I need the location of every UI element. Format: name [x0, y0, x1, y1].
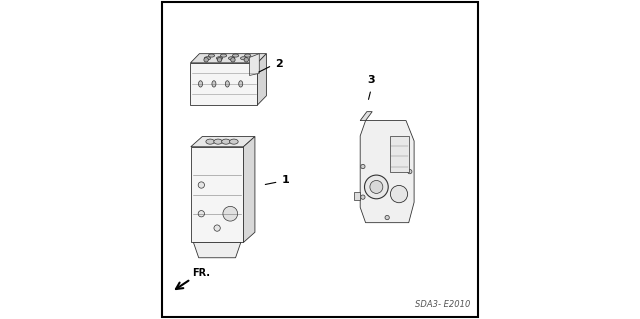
- Polygon shape: [360, 112, 372, 121]
- Circle shape: [244, 57, 248, 62]
- Polygon shape: [250, 54, 259, 76]
- FancyBboxPatch shape: [191, 63, 257, 105]
- Polygon shape: [257, 54, 266, 105]
- Ellipse shape: [232, 54, 239, 57]
- Polygon shape: [193, 242, 241, 258]
- Text: 2: 2: [275, 59, 282, 70]
- Ellipse shape: [221, 139, 230, 144]
- Ellipse shape: [204, 57, 211, 60]
- Text: 3: 3: [367, 75, 375, 85]
- Ellipse shape: [230, 139, 238, 144]
- Polygon shape: [191, 54, 266, 63]
- Ellipse shape: [225, 81, 229, 87]
- Text: FR.: FR.: [192, 268, 210, 278]
- Ellipse shape: [206, 139, 214, 144]
- Circle shape: [198, 211, 205, 217]
- FancyBboxPatch shape: [390, 136, 409, 172]
- Circle shape: [204, 57, 209, 62]
- Ellipse shape: [212, 81, 216, 87]
- Ellipse shape: [216, 57, 223, 60]
- Ellipse shape: [239, 81, 243, 87]
- Circle shape: [390, 185, 408, 203]
- Ellipse shape: [214, 139, 222, 144]
- Circle shape: [198, 182, 205, 188]
- Circle shape: [408, 169, 412, 174]
- Ellipse shape: [198, 81, 202, 87]
- Ellipse shape: [228, 57, 235, 60]
- FancyBboxPatch shape: [353, 192, 360, 200]
- Circle shape: [361, 195, 365, 199]
- Circle shape: [385, 215, 389, 220]
- Ellipse shape: [209, 54, 214, 57]
- Circle shape: [230, 57, 235, 62]
- FancyBboxPatch shape: [191, 147, 243, 242]
- Ellipse shape: [220, 54, 227, 57]
- Polygon shape: [191, 137, 255, 147]
- Circle shape: [370, 181, 383, 193]
- Circle shape: [218, 57, 221, 62]
- Circle shape: [223, 206, 237, 221]
- Circle shape: [365, 175, 388, 199]
- Polygon shape: [360, 121, 414, 223]
- Ellipse shape: [244, 54, 251, 57]
- Circle shape: [361, 164, 365, 169]
- Circle shape: [214, 225, 220, 231]
- Text: 1: 1: [282, 175, 289, 185]
- Text: SDA3- E2010: SDA3- E2010: [415, 300, 470, 309]
- Polygon shape: [243, 137, 255, 242]
- Ellipse shape: [241, 57, 247, 60]
